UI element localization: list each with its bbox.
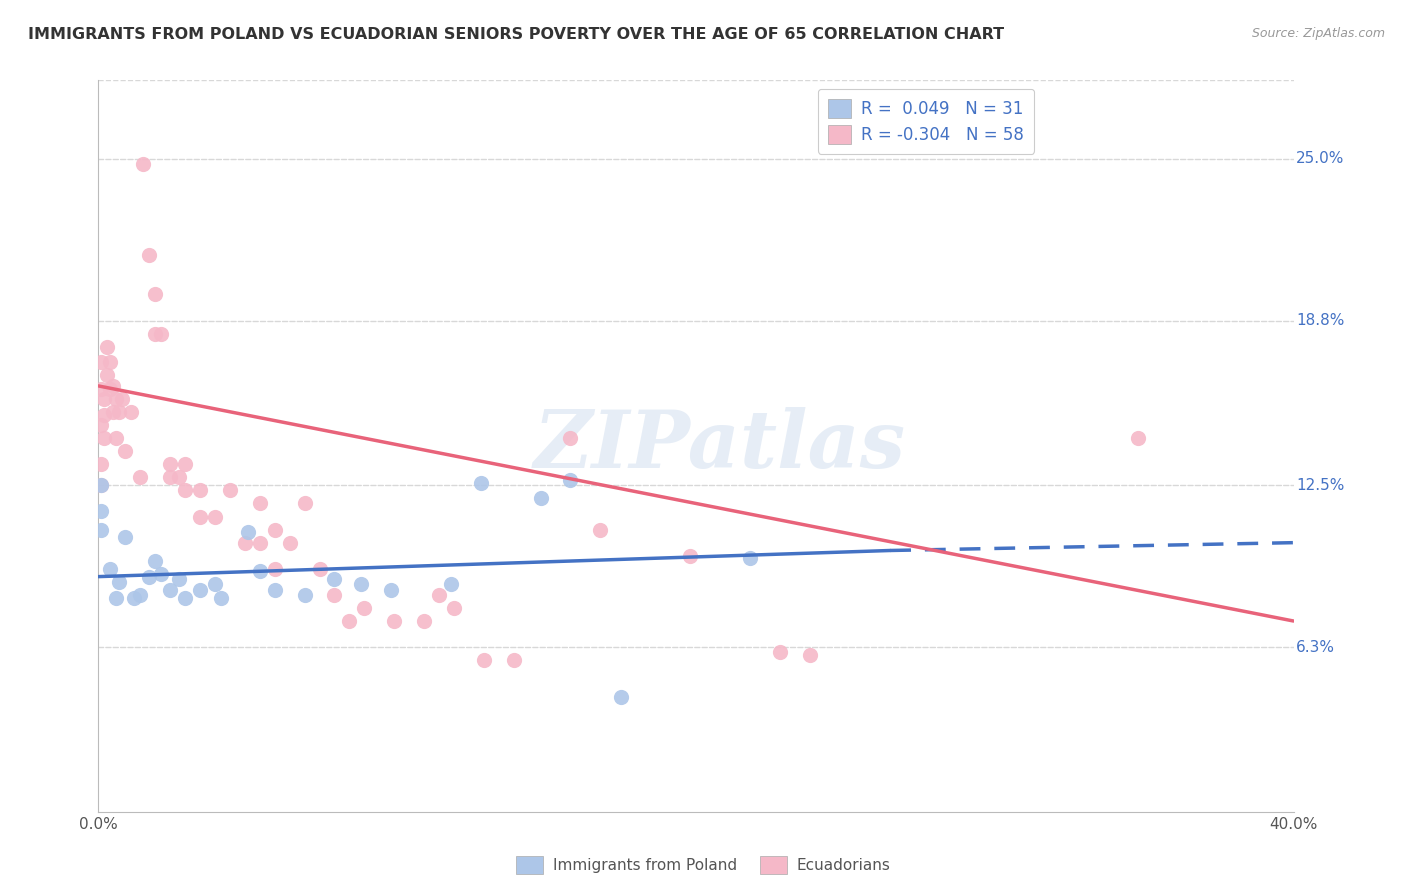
Point xyxy=(98,355,122,369)
Point xyxy=(143,287,166,301)
Point xyxy=(143,554,166,568)
Point xyxy=(1128,431,1150,445)
Point xyxy=(188,483,211,498)
Point xyxy=(560,431,582,445)
Point xyxy=(90,458,112,472)
Point xyxy=(204,509,226,524)
Point xyxy=(159,470,181,484)
Point xyxy=(427,588,450,602)
Point xyxy=(103,405,125,419)
Point xyxy=(114,530,136,544)
Point xyxy=(560,473,582,487)
Point xyxy=(98,382,122,396)
Point xyxy=(249,496,271,510)
Point xyxy=(470,475,492,490)
Point xyxy=(150,567,173,582)
Point xyxy=(188,509,211,524)
Point xyxy=(738,551,761,566)
Text: 12.5%: 12.5% xyxy=(1296,478,1344,492)
Point xyxy=(98,562,122,576)
Point xyxy=(249,565,271,579)
Point xyxy=(108,405,131,419)
Point xyxy=(323,572,346,586)
Point xyxy=(90,382,112,396)
Point xyxy=(174,591,197,605)
Point xyxy=(96,340,118,354)
Point xyxy=(93,392,115,406)
Point xyxy=(93,408,115,422)
Point xyxy=(472,653,495,667)
Point xyxy=(167,572,190,586)
Text: ZIPatlas: ZIPatlas xyxy=(534,408,905,484)
Point xyxy=(138,569,160,583)
Point xyxy=(90,478,112,492)
Point xyxy=(174,483,197,498)
Legend: Immigrants from Poland, Ecuadorians: Immigrants from Poland, Ecuadorians xyxy=(510,850,896,880)
Point xyxy=(103,379,125,393)
Point xyxy=(278,535,301,549)
Point xyxy=(413,614,436,628)
Point xyxy=(263,523,285,537)
Point xyxy=(129,588,152,602)
Point xyxy=(236,525,259,540)
Point xyxy=(679,549,702,563)
Point xyxy=(249,535,271,549)
Point xyxy=(263,562,285,576)
Text: 25.0%: 25.0% xyxy=(1296,151,1344,166)
Point xyxy=(233,535,256,549)
Point xyxy=(105,431,128,445)
Point xyxy=(294,588,316,602)
Point xyxy=(111,392,134,406)
Point xyxy=(138,248,160,262)
Point xyxy=(768,645,790,659)
Point xyxy=(90,355,112,369)
Point xyxy=(105,392,128,406)
Point xyxy=(188,582,211,597)
Point xyxy=(350,577,373,591)
Point xyxy=(93,431,115,445)
Point xyxy=(90,478,112,492)
Point xyxy=(120,405,142,419)
Point xyxy=(90,418,112,433)
Point xyxy=(323,588,346,602)
Point xyxy=(610,690,633,704)
Point xyxy=(159,582,181,597)
Text: Source: ZipAtlas.com: Source: ZipAtlas.com xyxy=(1251,27,1385,40)
Text: IMMIGRANTS FROM POLAND VS ECUADORIAN SENIORS POVERTY OVER THE AGE OF 65 CORRELAT: IMMIGRANTS FROM POLAND VS ECUADORIAN SEN… xyxy=(28,27,1004,42)
Point xyxy=(167,470,190,484)
Point xyxy=(799,648,821,662)
Point xyxy=(382,614,405,628)
Point xyxy=(108,574,131,589)
Text: 18.8%: 18.8% xyxy=(1296,313,1344,328)
Point xyxy=(589,523,612,537)
Point xyxy=(440,577,463,591)
Point xyxy=(294,496,316,510)
Point xyxy=(443,601,465,615)
Point xyxy=(380,582,402,597)
Point xyxy=(124,591,146,605)
Legend: R =  0.049   N = 31, R = -0.304   N = 58: R = 0.049 N = 31, R = -0.304 N = 58 xyxy=(818,88,1035,153)
Point xyxy=(174,458,197,472)
Point xyxy=(204,577,226,591)
Point xyxy=(114,444,136,458)
Point xyxy=(219,483,242,498)
Point xyxy=(209,591,232,605)
Point xyxy=(132,157,155,171)
Point xyxy=(529,491,551,506)
Point xyxy=(308,562,330,576)
Point xyxy=(353,601,375,615)
Point xyxy=(339,614,360,628)
Point xyxy=(159,458,181,472)
Point xyxy=(105,591,128,605)
Text: 6.3%: 6.3% xyxy=(1296,640,1334,655)
Point xyxy=(150,326,173,341)
Point xyxy=(502,653,524,667)
Point xyxy=(143,326,166,341)
Point xyxy=(90,523,112,537)
Point xyxy=(129,470,152,484)
Point xyxy=(263,582,285,597)
Point xyxy=(90,504,112,518)
Point xyxy=(96,368,118,383)
